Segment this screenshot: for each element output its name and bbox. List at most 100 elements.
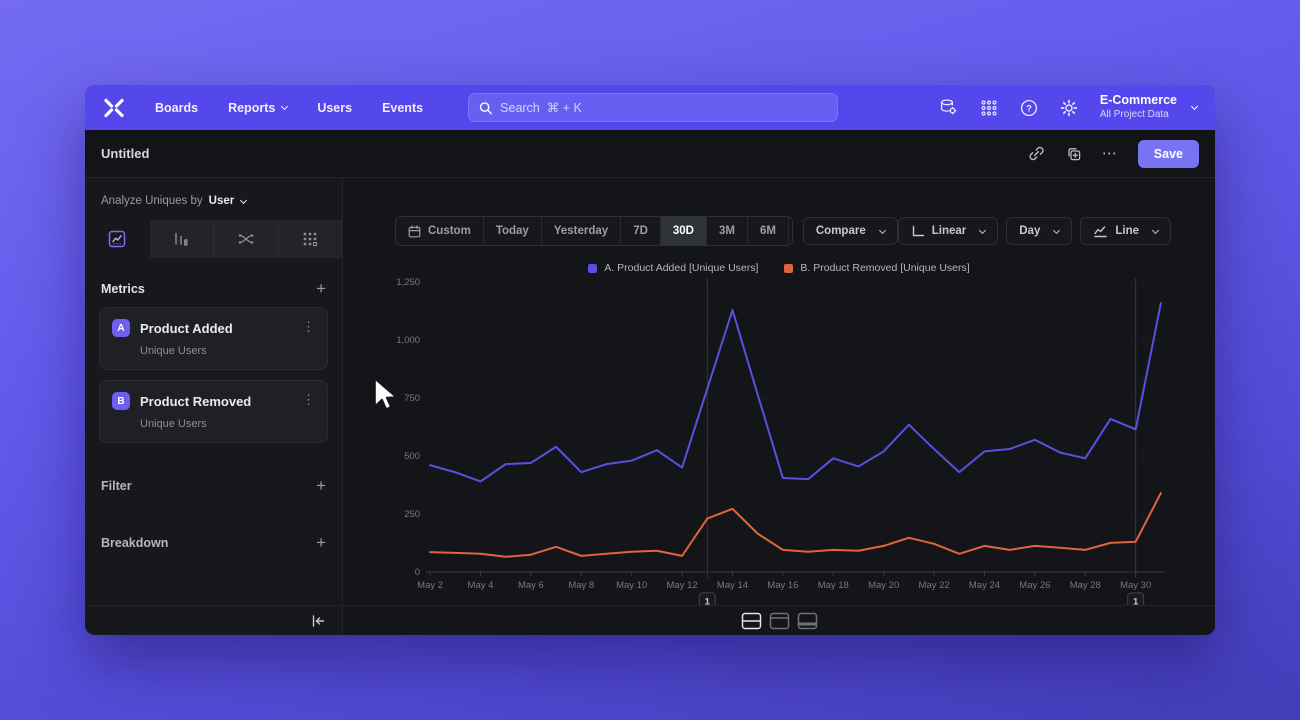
range-label: 6M bbox=[759, 225, 776, 237]
metric-options-button[interactable]: ⋮ bbox=[302, 392, 315, 407]
legend-item[interactable]: B. Product Removed [Unique Users] bbox=[784, 262, 970, 274]
x-axis-tick-label: May 18 bbox=[818, 580, 849, 591]
flows-icon bbox=[238, 234, 254, 244]
x-axis-tick-label: May 4 bbox=[468, 580, 494, 591]
nav-item-boards[interactable]: Boards bbox=[155, 100, 199, 115]
y-axis-tick-label: 1,250 bbox=[396, 277, 420, 288]
y-axis-tick-label: 0 bbox=[415, 567, 420, 578]
tab-insights[interactable] bbox=[85, 220, 150, 258]
apps-grid-icon[interactable] bbox=[980, 99, 998, 117]
range-label: 3M bbox=[719, 225, 735, 237]
y-axis-tick-label: 1,000 bbox=[396, 335, 420, 346]
calendar-icon bbox=[408, 224, 421, 237]
annotation-badge-label: 1 bbox=[1133, 596, 1139, 607]
chart-display-controls: Linear Day Line bbox=[897, 217, 1171, 245]
legend-item[interactable]: A. Product Added [Unique Users] bbox=[588, 262, 758, 274]
x-axis-tick-label: May 8 bbox=[568, 580, 594, 591]
more-options-button[interactable]: ⋯ bbox=[1101, 145, 1118, 162]
line-chart[interactable]: 0 250 500 750 1,000 1,250 1 1 May 2 May 4 May 6 May… bbox=[343, 178, 1215, 635]
metric-badge-b: B bbox=[112, 392, 130, 410]
nav-menu: Boards Reports Users Events bbox=[155, 101, 423, 115]
legend-swatch bbox=[784, 263, 794, 273]
layout-table-view-button[interactable] bbox=[797, 612, 818, 630]
range-label: 7D bbox=[633, 225, 648, 237]
range-today[interactable]: Today bbox=[483, 217, 542, 245]
add-filter-button[interactable]: + bbox=[316, 476, 326, 495]
metric-badge-a: A bbox=[112, 319, 130, 337]
copy-link-icon[interactable] bbox=[1028, 145, 1045, 162]
metric-card-product-removed[interactable]: B Product Removed ⋮ Unique Users bbox=[99, 380, 328, 443]
range-6m[interactable]: 6M bbox=[747, 217, 789, 245]
range-3m[interactable]: 3M bbox=[707, 217, 748, 245]
y-axis-tick-label: 750 bbox=[404, 393, 420, 404]
project-subtitle: All Project Data bbox=[1099, 109, 1169, 121]
range-7d[interactable]: 7D bbox=[621, 217, 661, 245]
x-axis-tick-label: May 22 bbox=[919, 580, 950, 591]
nav-item-events[interactable]: Events bbox=[382, 100, 424, 115]
metric-subtitle[interactable]: Unique Users bbox=[140, 345, 207, 357]
report-title[interactable]: Untitled bbox=[101, 146, 150, 161]
search-input[interactable] bbox=[500, 100, 827, 115]
chevron-down-icon bbox=[240, 196, 248, 204]
metric-options-button[interactable]: ⋮ bbox=[302, 319, 315, 334]
view-layout-toggles bbox=[741, 612, 818, 630]
x-axis-tick-label: May 20 bbox=[868, 580, 899, 591]
legend-label: A. Product Added [Unique Users] bbox=[604, 262, 759, 274]
app-window: Boards Reports Users Events bbox=[85, 85, 1215, 635]
compare-label: Compare bbox=[815, 225, 866, 237]
metric-name: Product Added bbox=[140, 320, 233, 336]
settings-gear-icon[interactable] bbox=[1060, 99, 1078, 117]
x-axis-tick-label: May 6 bbox=[518, 580, 544, 591]
chevron-down-icon bbox=[1190, 102, 1199, 111]
tab-flows[interactable] bbox=[214, 220, 279, 258]
layout-split-view-button[interactable] bbox=[741, 612, 762, 630]
mixpanel-logo-icon[interactable] bbox=[103, 98, 125, 118]
filter-heading: Filter bbox=[101, 478, 132, 493]
range-30d[interactable]: 30D bbox=[660, 217, 707, 245]
metric-card-product-added[interactable]: A Product Added ⋮ Unique Users bbox=[99, 307, 328, 370]
chart-type-dropdown[interactable]: Line bbox=[1080, 217, 1171, 245]
tab-retention[interactable] bbox=[278, 220, 342, 258]
range-custom[interactable]: Custom bbox=[396, 217, 484, 245]
compare-button[interactable]: Compare bbox=[802, 217, 898, 245]
project-selector[interactable]: E-Commerce All Project Data bbox=[1099, 93, 1199, 121]
search-bar[interactable] bbox=[468, 93, 838, 122]
report-actions: ⋯ Save bbox=[1028, 139, 1199, 168]
metrics-heading: Metrics bbox=[101, 281, 145, 296]
collapse-sidebar-icon[interactable] bbox=[311, 614, 326, 628]
help-icon[interactable]: ? bbox=[1020, 99, 1038, 117]
range-yesterday[interactable]: Yesterday bbox=[541, 217, 622, 245]
workspace: Analyze Uniques by User bbox=[85, 178, 1215, 635]
nav-item-users[interactable]: Users bbox=[317, 100, 353, 115]
x-axis-tick-label: May 10 bbox=[616, 580, 647, 591]
range-12m[interactable]: 12M bbox=[788, 217, 792, 245]
series-line[interactable] bbox=[429, 492, 1162, 558]
layout-chart-view-button[interactable] bbox=[769, 612, 790, 630]
tab-funnels[interactable] bbox=[149, 220, 214, 258]
interval-label: Day bbox=[1019, 225, 1041, 237]
linear-scale-icon bbox=[912, 225, 924, 236]
series-line[interactable] bbox=[429, 302, 1162, 483]
data-management-icon[interactable] bbox=[939, 98, 958, 117]
analyze-entity-dropdown[interactable]: User bbox=[209, 195, 248, 207]
analyze-label: Analyze Uniques by bbox=[101, 195, 203, 207]
breakdown-section-header: Breakdown + bbox=[101, 534, 326, 551]
report-type-tabs bbox=[85, 220, 342, 258]
range-label: Yesterday bbox=[553, 225, 609, 237]
scale-dropdown[interactable]: Linear bbox=[897, 217, 999, 245]
add-breakdown-button[interactable]: + bbox=[316, 533, 326, 552]
chevron-down-icon bbox=[1053, 226, 1061, 234]
metric-subtitle[interactable]: Unique Users bbox=[140, 418, 207, 430]
nav-item-reports[interactable]: Reports bbox=[228, 101, 289, 115]
x-axis-tick-label: May 30 bbox=[1120, 580, 1151, 591]
legend-label: B. Product Removed [Unique Users] bbox=[800, 262, 970, 274]
interval-dropdown[interactable]: Day bbox=[1006, 217, 1073, 245]
x-axis-tick-label: May 14 bbox=[717, 580, 748, 591]
insights-chart-icon bbox=[108, 230, 125, 248]
save-button[interactable]: Save bbox=[1137, 139, 1199, 168]
funnels-icon bbox=[175, 232, 188, 246]
scale-label: Linear bbox=[931, 225, 967, 237]
add-metric-button[interactable]: + bbox=[316, 279, 326, 298]
chevron-down-icon bbox=[979, 226, 987, 234]
duplicate-icon[interactable] bbox=[1065, 145, 1082, 162]
